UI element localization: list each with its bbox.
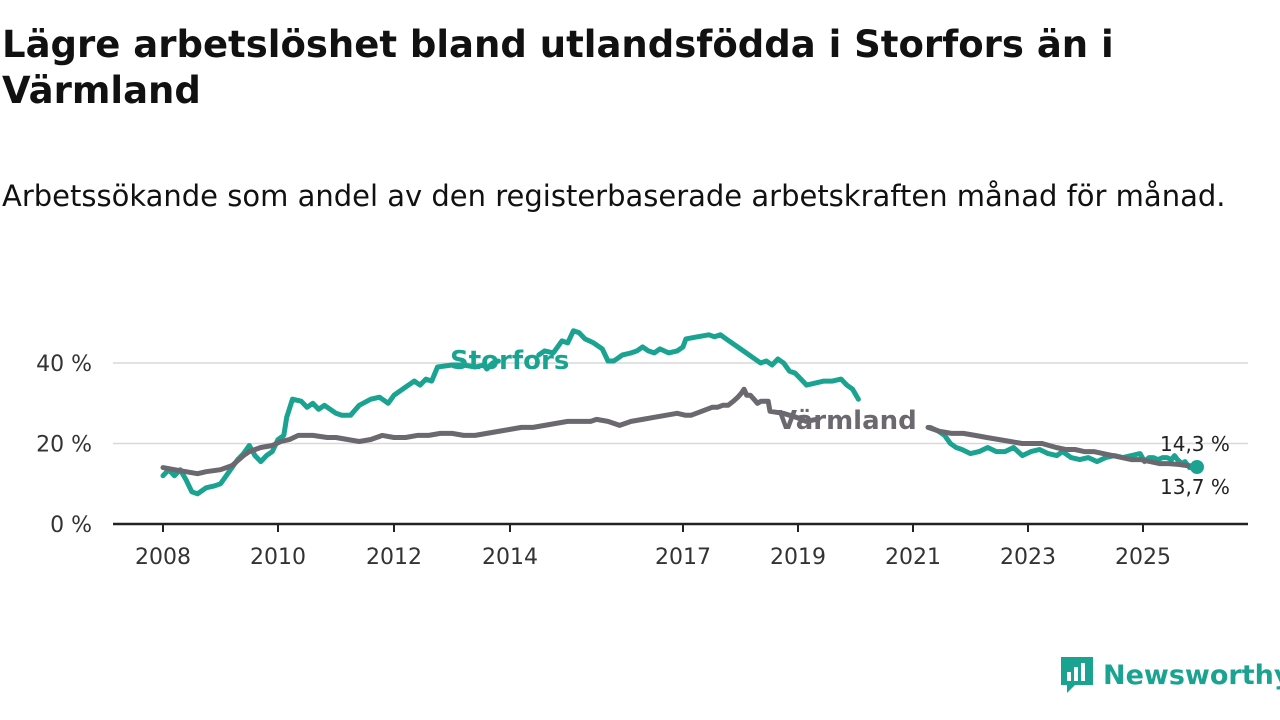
x-tick-label: 2010 <box>250 545 306 570</box>
series-labels: Storfors Värmland 14,3 % 13,7 % <box>450 346 1230 499</box>
end-label-storfors: 13,7 % <box>1160 475 1230 499</box>
series-lines <box>160 328 1200 497</box>
x-tick-label: 2017 <box>655 545 711 570</box>
x-tick-label: 2012 <box>366 545 422 570</box>
newsworthy-logo-icon <box>1061 657 1093 693</box>
end-label-varmland: 14,3 % <box>1160 432 1230 456</box>
chart-subtitle: Arbetssökande som andel av den registerb… <box>2 179 1226 213</box>
brand-name: Newsworthy <box>1103 659 1280 691</box>
series-label-varmland: Värmland <box>777 406 917 436</box>
y-tick-label: 40 % <box>36 352 92 377</box>
y-axis-ticks: 0 % 20 % 40 % <box>36 352 92 538</box>
series-line-storfors <box>160 328 1200 497</box>
x-tick-label: 2014 <box>482 545 538 570</box>
x-tick-label: 2008 <box>135 545 191 570</box>
x-tick-label: 2025 <box>1115 545 1171 570</box>
x-tick-label: 2019 <box>770 545 826 570</box>
brand-logo: Newsworthy <box>1059 654 1280 696</box>
y-tick-label: 20 % <box>36 433 92 458</box>
x-axis-ticks: 2008 2010 2012 2014 2017 2019 2021 2023 2025 <box>135 524 1171 570</box>
series-label-storfors: Storfors <box>450 346 569 376</box>
x-tick-label: 2023 <box>1000 545 1056 570</box>
series-line-varmland <box>160 386 1200 477</box>
chart-title: Lägre arbetslöshet bland utlandsfödda i … <box>2 23 1114 112</box>
end-point-marker <box>1190 460 1204 474</box>
x-tick-label: 2021 <box>885 545 941 570</box>
y-tick-label: 0 % <box>50 513 92 538</box>
grid-lines <box>113 362 1248 526</box>
